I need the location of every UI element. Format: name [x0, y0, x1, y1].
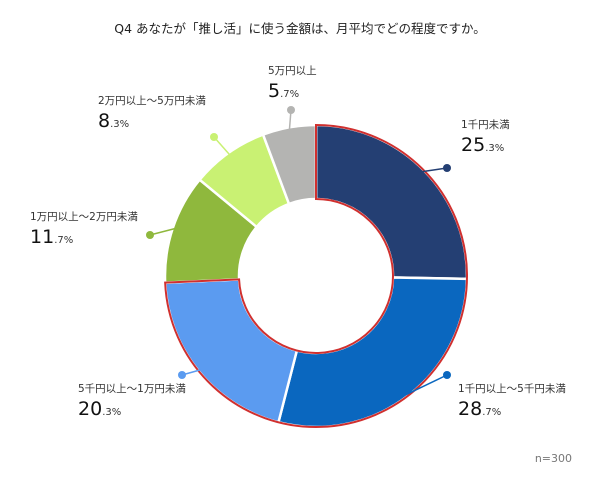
leader-dot-0: [443, 164, 451, 172]
label-over-50000: 5万円以上 5.7%: [268, 65, 317, 102]
chart-title: Q4 あなたが「推し活」に使う金額は、月平均でどの程度ですか。: [114, 21, 486, 36]
leader-dot-5: [287, 106, 295, 114]
label-20000-50000: 2万円以上〜5万円未満 8.3%: [98, 95, 206, 132]
leader-dot-4: [210, 133, 218, 141]
leader-dot-1: [443, 371, 451, 379]
label-10000-20000: 1万円以上〜2万円未満 11.7%: [30, 211, 138, 248]
leader-dot-3: [146, 231, 154, 239]
highlight-outline-path: [164, 123, 468, 428]
highlight-outline: [164, 123, 468, 428]
label-1000-5000: 1千円以上〜5千円未満 28.7%: [458, 383, 566, 420]
leader-dot-2: [178, 371, 186, 379]
leader-lines: [146, 106, 451, 396]
sample-size-note: n=300: [534, 452, 572, 465]
label-under-1000: 1千円未満 25.3%: [461, 119, 510, 156]
label-5000-10000: 5千円以上〜1万円未満 20.3%: [78, 383, 186, 420]
